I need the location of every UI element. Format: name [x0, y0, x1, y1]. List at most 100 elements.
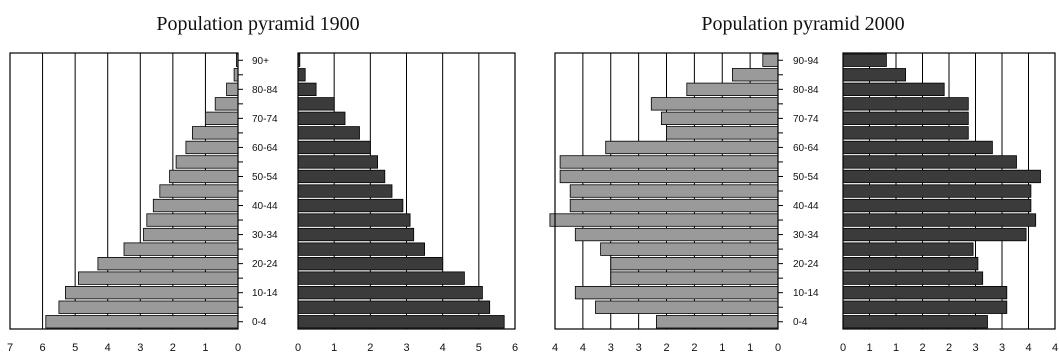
tick-label: 3 — [608, 342, 614, 354]
tick-label: 3 — [999, 342, 1005, 354]
bar-right — [842, 82, 945, 96]
tick-label: 2 — [691, 342, 697, 354]
bar-left — [595, 300, 779, 314]
tick-label: 1 — [202, 342, 208, 354]
bar-right — [297, 285, 483, 300]
bar-right — [842, 285, 1008, 300]
bar-left — [661, 111, 779, 125]
bar-left — [762, 53, 779, 67]
tick-label: 2 — [946, 342, 952, 354]
bar-right — [842, 198, 1032, 213]
bar-left — [610, 271, 779, 285]
tick-label: 4 — [1052, 342, 1058, 354]
pyramid-2: Population pyramid 2000 4 4 3 3 2 2 1 1 0 0 1 1 2 2 3 3 4… — [549, 13, 1058, 354]
bar-left — [666, 126, 779, 140]
tick-label: 7 — [7, 342, 13, 354]
bar-left — [574, 227, 779, 242]
bar-left — [569, 184, 779, 198]
tick-label: 1 — [893, 342, 899, 354]
tick-label: 4 — [440, 342, 446, 354]
bar-right — [297, 184, 393, 198]
bar-left — [175, 155, 239, 169]
age-label: 20-24 — [793, 259, 819, 270]
bar-left — [169, 169, 239, 184]
bar-left — [569, 198, 779, 213]
age-label: 90+ — [252, 56, 269, 67]
bar-right — [297, 82, 317, 96]
tick-label: 2 — [663, 342, 669, 354]
age-label: 10-14 — [252, 288, 278, 299]
age-label: 50-54 — [252, 172, 278, 183]
tick-label: 1 — [719, 342, 725, 354]
bar-right — [842, 271, 984, 285]
age-label: 30-34 — [793, 230, 819, 241]
bar-left — [656, 315, 779, 329]
bar-right — [842, 315, 988, 329]
tick-label: 4 — [580, 342, 586, 354]
bar-left — [123, 242, 239, 256]
bar-left — [559, 155, 779, 169]
bar-right — [297, 126, 360, 140]
bar-right — [297, 68, 306, 82]
bar-right — [842, 111, 969, 125]
age-label: 20-24 — [252, 259, 278, 270]
bar-left — [549, 213, 779, 227]
bar-left — [185, 140, 239, 155]
bar-left — [152, 198, 239, 213]
bar-right — [842, 227, 1027, 242]
age-label: 50-54 — [793, 172, 819, 183]
bar-right — [842, 213, 1037, 227]
bar-right — [842, 97, 969, 111]
bar-right — [297, 140, 371, 155]
bar-left — [159, 184, 239, 198]
tick-label: 6 — [40, 342, 46, 354]
bar-left — [600, 242, 779, 256]
bar-left — [97, 256, 239, 271]
tick-label: 4 — [105, 342, 111, 354]
bar-left — [45, 315, 239, 329]
bar-right — [297, 198, 404, 213]
tick-label: 4 — [552, 342, 558, 354]
tick-label: 2 — [919, 342, 925, 354]
tick-label: 3 — [137, 342, 143, 354]
bar-left — [574, 285, 779, 300]
bar-right — [297, 300, 491, 314]
tick-label: 2 — [367, 342, 373, 354]
age-label: 60-64 — [793, 143, 819, 154]
bar-left — [58, 300, 239, 314]
tick-label: 4 — [1025, 342, 1031, 354]
age-label: 80-84 — [252, 85, 278, 96]
tick-label: 0 — [295, 342, 301, 354]
bar-right — [297, 315, 505, 329]
tick-label: 6 — [512, 342, 518, 354]
plot-frame-right — [842, 52, 1056, 330]
bar-left — [226, 82, 239, 96]
bar-left — [605, 140, 779, 155]
bar-left — [146, 213, 239, 227]
bar-right — [297, 256, 444, 271]
bar-right — [297, 155, 378, 169]
bar-right — [297, 242, 425, 256]
age-label: 30-34 — [252, 230, 278, 241]
bar-right — [842, 155, 1017, 169]
bar-left — [65, 285, 239, 300]
age-label: 10-14 — [793, 288, 819, 299]
bar-left — [191, 126, 239, 140]
chart-title: Population pyramid 1900 — [156, 13, 359, 35]
age-label: 80-84 — [793, 85, 819, 96]
bar-right — [297, 213, 411, 227]
bar-left — [214, 97, 239, 111]
tick-label: 5 — [476, 342, 482, 354]
bar-left — [650, 97, 779, 111]
bar-right — [842, 140, 993, 155]
bar-right — [842, 126, 969, 140]
bar-left — [143, 227, 239, 242]
tick-label: 2 — [170, 342, 176, 354]
bar-right — [842, 169, 1041, 184]
bar-right — [297, 271, 465, 285]
age-label: 0-4 — [252, 317, 267, 328]
age-label: 60-64 — [252, 143, 278, 154]
bar-left — [686, 82, 779, 96]
